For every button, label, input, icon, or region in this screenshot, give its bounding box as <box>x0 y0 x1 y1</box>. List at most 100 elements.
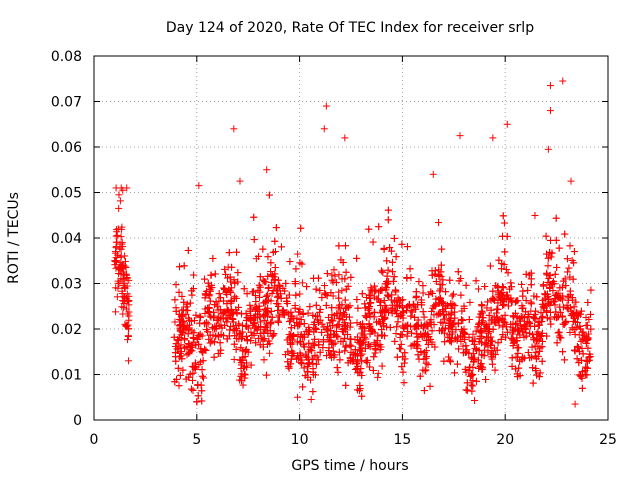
data-point <box>520 354 528 362</box>
data-point <box>346 302 354 310</box>
data-point <box>266 349 274 357</box>
data-point <box>384 206 392 214</box>
data-point <box>347 342 355 350</box>
data-point <box>485 327 493 335</box>
data-point <box>115 204 123 212</box>
data-point <box>234 278 242 286</box>
data-point <box>471 345 479 353</box>
data-point <box>524 286 532 294</box>
data-point <box>243 322 251 330</box>
data-point <box>575 344 583 352</box>
data-point <box>264 272 272 280</box>
data-point <box>302 352 310 360</box>
data-point <box>187 385 195 393</box>
data-point <box>476 334 484 342</box>
data-point <box>499 292 507 300</box>
data-point <box>273 300 281 308</box>
data-point <box>194 392 202 400</box>
data-point <box>125 301 133 309</box>
data-point <box>297 358 305 366</box>
data-point <box>582 322 590 330</box>
data-point <box>441 315 449 323</box>
data-point <box>316 305 324 313</box>
data-point <box>243 336 251 344</box>
data-point <box>256 283 264 291</box>
data-point <box>124 332 132 340</box>
data-point <box>392 253 400 261</box>
data-point <box>253 326 261 334</box>
data-point <box>504 269 512 277</box>
data-point <box>373 295 381 303</box>
data-point <box>422 336 430 344</box>
data-point <box>568 296 576 304</box>
data-point <box>345 313 353 321</box>
data-point <box>365 303 373 311</box>
data-point <box>565 264 573 272</box>
data-point <box>546 271 554 279</box>
data-point <box>501 248 509 256</box>
data-point <box>266 327 274 335</box>
data-point <box>216 339 224 347</box>
data-point <box>546 315 554 323</box>
data-point <box>507 334 515 342</box>
data-point <box>286 258 294 266</box>
data-point <box>210 308 218 316</box>
data-point <box>455 345 463 353</box>
data-point <box>180 298 188 306</box>
y-axis-label: ROTI / TECUs <box>6 192 22 284</box>
data-point <box>244 324 252 332</box>
data-point <box>342 285 350 293</box>
data-point <box>391 337 399 345</box>
data-point <box>241 371 249 379</box>
data-point <box>533 293 541 301</box>
data-point <box>435 219 443 227</box>
data-point <box>354 362 362 370</box>
data-point <box>314 274 322 282</box>
data-point <box>538 338 546 346</box>
data-point <box>344 359 352 367</box>
data-point <box>343 303 351 311</box>
data-point <box>359 338 367 346</box>
data-point <box>339 316 347 324</box>
data-point <box>445 310 453 318</box>
data-point <box>426 318 434 326</box>
data-point <box>304 326 312 334</box>
data-point <box>112 256 120 264</box>
data-point <box>256 273 264 281</box>
data-point <box>524 348 532 356</box>
data-point <box>210 312 218 320</box>
data-point <box>219 308 227 316</box>
data-point <box>268 313 276 321</box>
data-point <box>478 307 486 315</box>
data-point <box>451 369 459 377</box>
data-point <box>435 296 443 304</box>
data-point <box>568 257 576 265</box>
data-point <box>465 349 473 357</box>
data-point <box>256 293 264 301</box>
data-point <box>322 102 330 110</box>
data-point <box>342 381 350 389</box>
x-axis-label: GPS time / hours <box>291 458 408 474</box>
data-point <box>504 302 512 310</box>
data-point <box>307 395 315 403</box>
data-point <box>179 306 187 314</box>
data-point <box>230 276 238 284</box>
data-point <box>176 263 184 271</box>
data-point <box>436 280 444 288</box>
data-point <box>213 302 221 310</box>
data-point <box>190 271 198 279</box>
data-point <box>559 348 567 356</box>
data-point <box>205 335 213 343</box>
data-point <box>502 323 510 331</box>
data-point <box>357 347 365 355</box>
data-point <box>338 287 346 295</box>
data-point <box>502 333 510 341</box>
data-point <box>223 318 231 326</box>
data-point <box>172 281 180 289</box>
data-point <box>553 339 561 347</box>
data-point <box>578 328 586 336</box>
data-point <box>369 366 377 374</box>
data-point <box>189 386 197 394</box>
data-point <box>297 331 305 339</box>
data-point <box>262 371 270 379</box>
